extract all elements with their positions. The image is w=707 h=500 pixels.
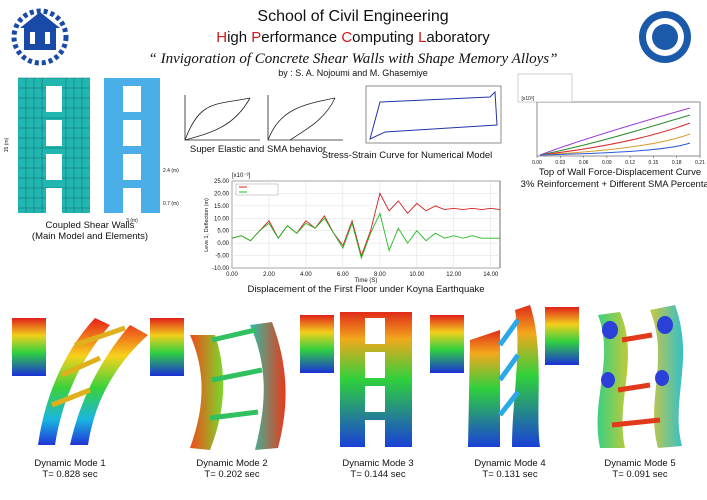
mode-2: [150, 318, 286, 450]
x-tick-label: 0.15: [649, 160, 659, 166]
force-caption: Top of Wall Force-Displacement Curve: [539, 167, 701, 178]
solid-model: [104, 78, 160, 213]
lab-word: aboratory: [426, 29, 490, 46]
height-label: 15 (m): [4, 137, 10, 152]
mode-period: T= 0.828 sec: [42, 469, 97, 480]
lab-word: omputing: [352, 29, 414, 46]
y-label: Leve 1, Deflection (m): [204, 198, 210, 252]
x-tick-label: 0.06: [579, 160, 589, 166]
mode-4: [430, 305, 540, 447]
x-tick-label: 14.00: [483, 272, 499, 278]
y-tick-label: 25.00: [214, 179, 230, 185]
lab-initial: H: [216, 29, 227, 46]
force-chart: [517, 73, 701, 157]
x-tick-label: 0.00: [226, 272, 238, 278]
x-tick-label: 8.00: [374, 272, 386, 278]
stress-caption: Stress-Strain Curve for Numerical Model: [322, 150, 493, 161]
force-caption: 3% Reinforcement + Different SMA Percent…: [521, 179, 707, 190]
title: School of Civil Engineering: [257, 8, 448, 25]
lab-initial: C: [341, 29, 352, 46]
lab-word: erformance: [261, 29, 337, 46]
x-tick-label: 0.21: [695, 160, 705, 166]
opening-label: 2.4 (m): [163, 168, 179, 174]
x-tick-label: 0.03: [555, 160, 565, 166]
mesh-model: [18, 77, 90, 213]
mode-name: Dynamic Mode 3: [342, 458, 413, 469]
mode-period: T= 0.131 sec: [482, 469, 537, 480]
right-logo: [639, 11, 691, 63]
width-label: 3 (m): [126, 218, 138, 224]
y-tick-label: 10.00: [214, 216, 230, 222]
mode-1: [12, 318, 148, 445]
model-caption: (Main Model and Elements): [32, 231, 148, 242]
y-tick-label: -5.00: [215, 254, 229, 260]
x-label: Time (S): [355, 278, 378, 284]
x-tick-label: 0.00: [532, 160, 542, 166]
model-caption: Coupled Shear Walls: [46, 220, 135, 231]
lab-initial: P: [251, 29, 261, 46]
y-tick-label: 15.00: [214, 204, 230, 210]
mode-period: T= 0.144 sec: [350, 469, 405, 480]
x-tick-label: 12.00: [446, 272, 462, 278]
x-tick-label: 0.12: [625, 160, 635, 166]
subtitle: “ Invigoration of Concrete Shear Walls w…: [148, 51, 557, 67]
beam-label: 0.7 (m): [163, 201, 179, 207]
x-tick-label: 4.00: [300, 272, 312, 278]
mode-name: Dynamic Mode 1: [34, 458, 105, 469]
y-tick-label: -10.00: [212, 266, 230, 272]
authors: by : S. A. Nojoumi and M. Ghasemiye: [278, 68, 428, 78]
mode-5: [545, 305, 684, 448]
x-tick-label: 0.18: [672, 160, 682, 166]
y-tick-label: 20.00: [214, 191, 230, 197]
x-tick-label: 10.00: [409, 272, 425, 278]
series-line: [231, 211, 500, 260]
legend: [235, 183, 279, 196]
mode-period: T= 0.202 sec: [204, 469, 259, 480]
y-tick-label: 5.00: [217, 229, 229, 235]
mode-name: Dynamic Mode 5: [604, 458, 675, 469]
stress-strain-chart: [365, 85, 502, 144]
y-tick-label: 0.00: [217, 241, 229, 247]
sma-caption: Super Elastic and SMA behavior: [190, 144, 326, 155]
force-unit: [x10³]: [521, 96, 534, 102]
left-logo: [11, 8, 69, 66]
mode-name: Dynamic Mode 4: [474, 458, 545, 469]
mode-name: Dynamic Mode 2: [196, 458, 267, 469]
lab-initial: L: [418, 29, 426, 46]
chart-title: Displacement of the First Floor under Ko…: [247, 284, 484, 295]
sma-sketches: [184, 95, 343, 141]
mode-3: [300, 312, 412, 447]
lab-word: igh: [227, 29, 247, 46]
x-tick-label: 0.09: [602, 160, 612, 166]
lab-title: High Performance Computing Laboratory: [216, 29, 490, 46]
x-tick-label: 2.00: [263, 272, 275, 278]
mode-period: T= 0.091 sec: [612, 469, 667, 480]
y-unit: [x10⁻³]: [232, 173, 251, 179]
x-tick-label: 6.00: [337, 272, 349, 278]
